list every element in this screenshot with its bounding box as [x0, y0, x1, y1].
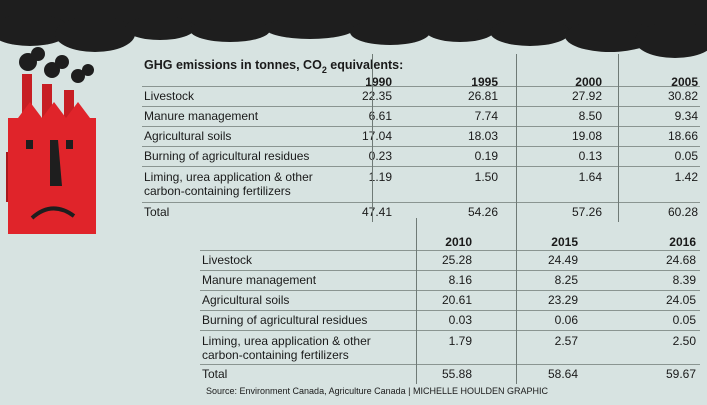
cell-value: 19.08: [571, 129, 602, 143]
row-label: Burning of agricultural residues: [202, 313, 368, 327]
cell-value: 8.50: [578, 109, 602, 123]
column-divider: [416, 218, 417, 384]
cell-value: 24.49: [547, 253, 578, 267]
year-header: 2016: [669, 235, 696, 249]
cell-value: 0.13: [578, 149, 602, 163]
table-row: Liming, urea application & other carbon-c…: [142, 166, 700, 202]
row-divider: [142, 166, 700, 167]
cell-value: 1.79: [448, 334, 472, 348]
row-label: Livestock: [202, 253, 253, 267]
row-label: Total: [144, 205, 170, 219]
table-row: Agricultural soils 20.61 23.29 24.05: [200, 290, 700, 310]
cell-value: 1.64: [578, 170, 602, 184]
row-divider: [200, 270, 700, 271]
cell-value: 30.82: [667, 89, 698, 103]
row-divider: [142, 86, 700, 87]
year-header: 2015: [551, 235, 578, 249]
cell-value: 27.92: [571, 89, 602, 103]
column-divider: [516, 54, 517, 222]
cell-value: 47.41: [361, 205, 392, 219]
row-label: Manure management: [202, 273, 317, 287]
row-divider: [200, 290, 700, 291]
cell-value: 6.61: [368, 109, 392, 123]
row-label: Burning of agricultural residues: [144, 149, 310, 163]
column-divider: [618, 54, 619, 222]
column-divider: [516, 218, 517, 384]
source-note: Source: Environment Canada, Agriculture …: [206, 386, 548, 396]
year-header: 2000: [575, 75, 602, 89]
emissions-table-2010-2016: 2010 2015 2016 Livestock 25.28 24.49 24.68 Manu…: [200, 218, 700, 384]
cell-value: 1.19: [368, 170, 392, 184]
cell-value: 55.88: [441, 367, 472, 381]
cell-value: 58.64: [547, 367, 578, 381]
row-label: Agricultural soils: [202, 293, 290, 307]
cell-value: 23.29: [547, 293, 578, 307]
table-row: Manure management 6.61 7.74 8.50 9.34: [142, 106, 700, 126]
cell-value: 9.34: [674, 109, 698, 123]
row-label: Liming, urea application & other carbon-c…: [144, 170, 313, 198]
cell-value: 22.35: [361, 89, 392, 103]
table-row: Agricultural soils 17.04 18.03 19.08 18.66: [142, 126, 700, 146]
row-divider: [142, 106, 700, 107]
cell-value: 2.50: [672, 334, 696, 348]
smoke-cloud: [0, 0, 707, 58]
cell-value: 8.39: [672, 273, 696, 287]
table1-header-row: 1990 1995 2000 2005: [142, 72, 700, 92]
cell-value: 24.05: [665, 293, 696, 307]
row-label: Liming, urea application & other carbon-c…: [202, 334, 371, 362]
row-label: Agricultural soils: [144, 129, 232, 143]
row-divider: [142, 126, 700, 127]
row-divider: [142, 146, 700, 147]
column-divider: [372, 54, 373, 222]
row-divider: [200, 250, 700, 251]
row-label: Total: [202, 367, 228, 381]
cell-value: 0.05: [674, 149, 698, 163]
cell-value: 25.28: [441, 253, 472, 267]
row-divider: [200, 364, 700, 365]
factory-illustration: [6, 47, 96, 234]
cell-value: 18.03: [467, 129, 498, 143]
cell-value: 0.19: [474, 149, 498, 163]
cell-value: 59.67: [665, 367, 696, 381]
cell-value: 0.05: [672, 313, 696, 327]
table-row: Livestock 25.28 24.49 24.68: [200, 250, 700, 270]
year-header: 1990: [365, 75, 392, 89]
table-row: Burning of agricultural residues 0.23 0.19…: [142, 146, 700, 166]
table-row: Total 47.41 54.26 57.26 60.28: [142, 202, 700, 222]
year-header: 2005: [671, 75, 698, 89]
cell-value: 0.23: [368, 149, 392, 163]
table2-header-row: 2010 2015 2016: [200, 232, 700, 252]
table-row: Manure management 8.16 8.25 8.39: [200, 270, 700, 290]
cell-value: 1.42: [674, 170, 698, 184]
year-header: 1995: [471, 75, 498, 89]
row-label: Manure management: [144, 109, 259, 123]
cell-value: 60.28: [667, 205, 698, 219]
cell-value: 18.66: [667, 129, 698, 143]
row-divider: [200, 330, 700, 331]
cell-value: 20.61: [441, 293, 472, 307]
year-header: 2010: [445, 235, 472, 249]
cell-value: 0.03: [448, 313, 472, 327]
cell-value: 0.06: [554, 313, 578, 327]
cell-value: 26.81: [467, 89, 498, 103]
table-row: Livestock 22.35 26.81 27.92 30.82: [142, 86, 700, 106]
row-divider: [200, 310, 700, 311]
emissions-table-1990-2005: 1990 1995 2000 2005 Livestock 22.35 26.81 27.92…: [142, 54, 700, 222]
cell-value: 24.68: [665, 253, 696, 267]
cell-value: 57.26: [571, 205, 602, 219]
row-divider: [142, 202, 700, 203]
row-label: Livestock: [144, 89, 195, 103]
table-title: GHG emissions in tonnes, CO2 equivalents…: [144, 58, 404, 75]
cell-value: 8.16: [448, 273, 472, 287]
cell-value: 8.25: [554, 273, 578, 287]
cell-value: 17.04: [361, 129, 392, 143]
table-row: Burning of agricultural residues 0.03 0.06…: [200, 310, 700, 330]
cell-value: 1.50: [474, 170, 498, 184]
table-row: Total 55.88 58.64 59.67: [200, 364, 700, 384]
table-row: Liming, urea application & other carbon-c…: [200, 330, 700, 366]
cell-value: 54.26: [467, 205, 498, 219]
cell-value: 2.57: [554, 334, 578, 348]
cell-value: 7.74: [474, 109, 498, 123]
